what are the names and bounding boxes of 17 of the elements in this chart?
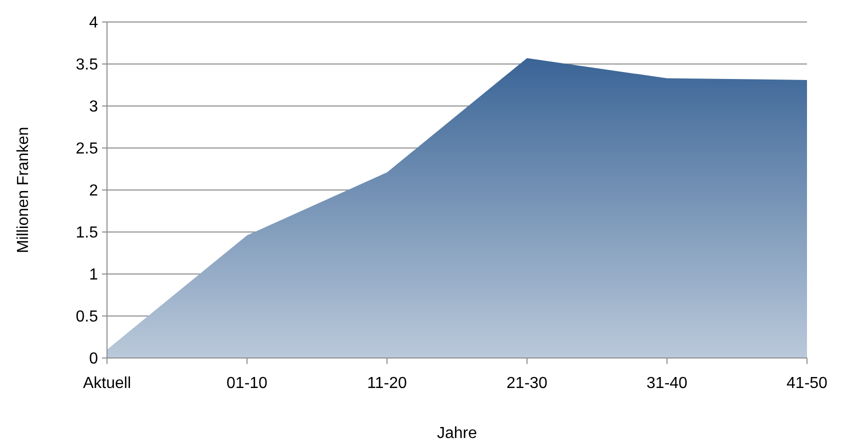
y-tick-label: 3 (89, 98, 98, 116)
y-tick-label: 1.5 (76, 224, 98, 242)
x-tick-label: 01-10 (226, 375, 268, 392)
y-tick-label: 0.5 (76, 308, 98, 326)
x-tick-label: 31-40 (646, 375, 688, 392)
y-axis-title: Millionen Franken (15, 126, 32, 254)
x-tick-label: 11-20 (367, 375, 407, 392)
y-tick-label: 2.5 (76, 140, 98, 158)
x-axis-title: Jahre (436, 425, 478, 439)
y-tick-label: 1 (89, 266, 98, 284)
x-tick-label: Aktuell (82, 375, 132, 392)
y-tick-label: 2 (89, 182, 98, 200)
x-tick-label: 41-50 (786, 375, 828, 392)
y-tick-label: 4 (89, 14, 98, 32)
x-tick-label: 21-30 (506, 375, 548, 392)
y-tick-label: 3.5 (76, 56, 98, 74)
y-tick-label: 0 (89, 350, 98, 368)
